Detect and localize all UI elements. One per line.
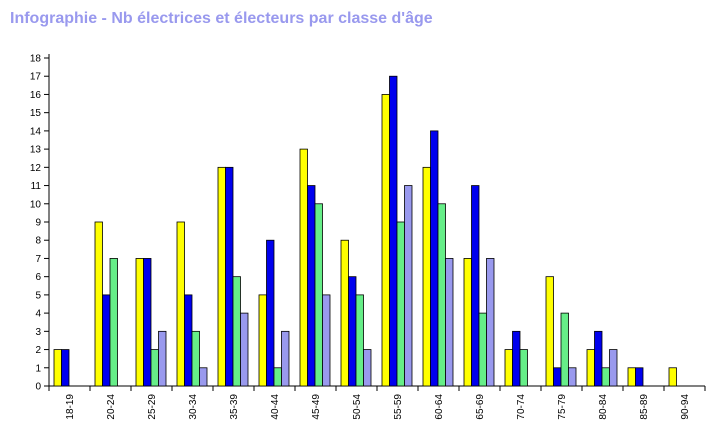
bar-s4-45-49 <box>322 294 331 387</box>
bar-s1-50-54 <box>340 239 349 387</box>
bar-s1-60-64 <box>422 166 431 387</box>
bar-s3-45-49 <box>314 203 323 387</box>
bar-s1-65-69 <box>463 258 472 387</box>
y-tick-label: 2 <box>35 345 41 356</box>
bar-s3-25-29 <box>150 349 159 387</box>
bar-s3-80-84 <box>601 367 610 387</box>
bar-s1-55-59 <box>381 94 390 387</box>
bars <box>53 75 677 387</box>
x-tick-label: 25-29 <box>147 394 158 420</box>
bar-s3-55-59 <box>396 221 405 387</box>
bar-s1-20-24 <box>94 221 103 387</box>
bar-s1-45-49 <box>299 148 308 387</box>
bar-s2-30-34 <box>184 294 193 387</box>
bar-s1-85-89 <box>627 367 636 387</box>
bar-s4-75-79 <box>568 367 577 387</box>
x-axis-ticks: 18-19 20-24 25-29 30-34 35-39 40-44 45-49 50-54… <box>48 386 706 420</box>
bar-s1-40-44 <box>258 294 267 387</box>
bar-s2-18-19 <box>61 349 70 387</box>
y-tick-label: 14 <box>30 126 42 137</box>
y-tick-label: 5 <box>35 290 41 301</box>
bar-s4-80-84 <box>609 349 618 387</box>
x-tick-label: 20-24 <box>106 394 117 420</box>
y-tick-label: 4 <box>35 309 41 320</box>
bar-s2-35-39 <box>225 166 234 387</box>
x-tick-label: 65-69 <box>475 394 486 420</box>
y-tick-label: 17 <box>30 72 42 83</box>
y-tick-label: 13 <box>30 145 42 156</box>
bar-s2-85-89 <box>635 367 644 387</box>
y-tick-label: 7 <box>35 254 41 265</box>
bar-s1-18-19 <box>53 349 62 387</box>
x-tick-label: 90-94 <box>680 394 691 420</box>
y-tick-label: 1 <box>35 363 41 374</box>
bar-s1-70-74 <box>504 349 513 387</box>
bar-s1-25-29 <box>135 258 144 387</box>
bar-s4-65-69 <box>486 258 495 387</box>
x-tick-label: 45-49 <box>311 394 322 420</box>
bar-s4-60-64 <box>445 258 454 387</box>
bar-s4-35-39 <box>240 312 249 387</box>
bar-s2-20-24 <box>102 294 111 387</box>
bar-s3-40-44 <box>273 367 282 387</box>
x-tick-label: 55-59 <box>393 394 404 420</box>
y-tick-label: 9 <box>35 218 41 229</box>
bar-s3-70-74 <box>519 349 528 387</box>
bar-s4-55-59 <box>404 185 413 387</box>
bar-s3-50-54 <box>355 294 364 387</box>
y-tick-label: 10 <box>30 199 42 210</box>
y-tick-label: 0 <box>35 382 41 393</box>
bar-s2-55-59 <box>389 75 398 387</box>
bar-s3-20-24 <box>109 258 118 387</box>
x-tick-label: 80-84 <box>598 394 609 420</box>
bar-s2-40-44 <box>266 239 275 387</box>
bar-s1-80-84 <box>586 349 595 387</box>
y-tick-label: 3 <box>35 327 41 338</box>
bar-s2-65-69 <box>471 185 480 387</box>
y-tick-label: 6 <box>35 272 41 283</box>
bar-s4-50-54 <box>363 349 372 387</box>
bar-s2-25-29 <box>143 258 152 387</box>
y-tick-label: 8 <box>35 236 41 247</box>
bar-s2-45-49 <box>307 185 316 387</box>
x-tick-label: 75-79 <box>557 394 568 420</box>
y-tick-label: 15 <box>30 108 42 119</box>
y-tick-label: 18 <box>30 54 42 65</box>
bar-s3-60-64 <box>437 203 446 387</box>
bar-s3-35-39 <box>232 276 241 387</box>
bar-s2-75-79 <box>553 367 562 387</box>
bar-s3-65-69 <box>478 312 487 387</box>
bar-s4-30-34 <box>199 367 208 387</box>
x-tick-label: 85-89 <box>639 394 650 420</box>
bar-s4-25-29 <box>158 330 167 387</box>
bar-s3-30-34 <box>191 330 200 387</box>
chart-title: Infographie - Nb électrices et électeurs… <box>10 10 433 27</box>
bar-s2-80-84 <box>594 330 603 387</box>
bar-s1-90-94 <box>668 367 677 387</box>
bar-s2-70-74 <box>512 330 521 387</box>
bar-s2-50-54 <box>348 276 357 387</box>
bar-s1-30-34 <box>176 221 185 387</box>
x-tick-label: 30-34 <box>188 394 199 420</box>
bar-s1-35-39 <box>217 166 226 387</box>
y-tick-label: 16 <box>30 90 42 101</box>
x-tick-label: 35-39 <box>229 394 240 420</box>
x-tick-label: 40-44 <box>270 394 281 420</box>
y-tick-label: 12 <box>30 163 42 174</box>
x-tick-label: 50-54 <box>352 394 363 420</box>
x-tick-label: 60-64 <box>434 394 445 420</box>
bar-s2-60-64 <box>430 130 439 387</box>
y-tick-label: 11 <box>31 181 42 192</box>
bar-s1-75-79 <box>545 276 554 387</box>
bar-s3-75-79 <box>560 312 569 387</box>
x-tick-label: 70-74 <box>516 394 527 420</box>
x-tick-label: 18-19 <box>65 394 76 420</box>
bar-s4-40-44 <box>281 330 290 387</box>
